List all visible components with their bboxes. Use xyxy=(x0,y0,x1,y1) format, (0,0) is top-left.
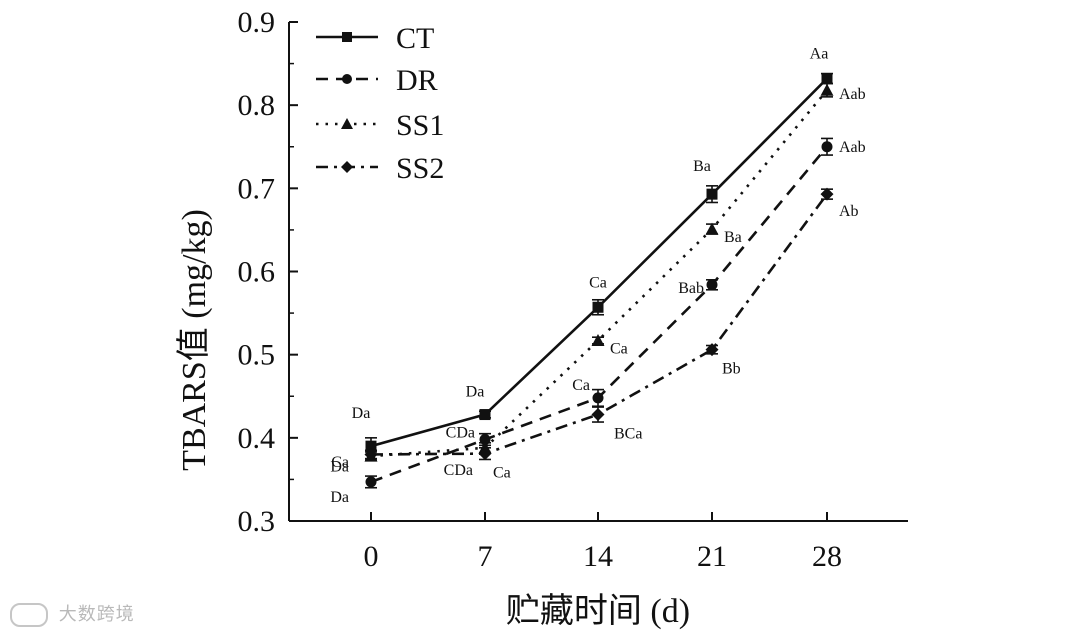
annotation-ss1: Ca xyxy=(331,454,349,471)
annotation-ss2: Da xyxy=(330,458,349,475)
annotation-dr: Aab xyxy=(839,139,866,156)
legend-label-ss2: SS2 xyxy=(396,152,444,185)
point-ss2 xyxy=(364,447,378,461)
point-dr xyxy=(821,141,833,153)
annotation-ss2: BCa xyxy=(614,426,642,443)
y-tick-label: 0.7 xyxy=(238,172,276,205)
annotation-ss1: Ba xyxy=(724,229,742,246)
x-tick-label: 28 xyxy=(812,540,842,573)
point-ss2 xyxy=(591,408,605,422)
x-tick-label: 7 xyxy=(478,540,493,573)
point-ss1 xyxy=(820,83,834,96)
point-ss1 xyxy=(705,222,719,235)
y-tick-label: 0.5 xyxy=(238,339,276,372)
point-ss2 xyxy=(820,187,834,201)
annotation-ct: Ca xyxy=(589,274,607,291)
x-tick-label: 21 xyxy=(697,540,727,573)
point-ct xyxy=(706,188,718,200)
watermark: 大数跨境 xyxy=(10,600,135,627)
annotation-dr: CDa xyxy=(446,424,475,441)
legend-marker-ct xyxy=(342,32,352,42)
x-tick-label: 0 xyxy=(364,540,379,573)
point-dr xyxy=(592,392,604,404)
watermark-text: 大数跨境 xyxy=(58,604,135,625)
y-tick-label: 0.6 xyxy=(238,256,276,289)
y-tick-label: 0.4 xyxy=(238,422,276,455)
annotation-ss2: Ca xyxy=(493,465,511,482)
annotation-ct: Da xyxy=(466,384,485,401)
annotation-ss1: Ca xyxy=(610,341,628,358)
axes: 0.3 0.4 0.5 0.6 0.7 0.8 0.9 0 7 14 21 28 xyxy=(238,6,908,573)
point-ss2 xyxy=(705,343,719,357)
point-ss1 xyxy=(591,334,605,347)
y-tick-label: 0.3 xyxy=(238,505,276,538)
annotation-dr: Da xyxy=(330,489,349,506)
y-tick-label: 0.8 xyxy=(238,89,276,122)
annotation-dr: Ca xyxy=(572,377,590,394)
annotation-ss1: Aab xyxy=(839,86,866,103)
annotation-ct: Da xyxy=(352,405,371,422)
point-ss2 xyxy=(478,447,492,461)
point-ct xyxy=(479,409,491,421)
legend-marker-dr xyxy=(342,74,352,84)
annotation-ct: Aa xyxy=(810,46,829,63)
series-group xyxy=(364,72,834,489)
legend-marker-ss2 xyxy=(341,161,353,173)
annotation-dr: Bab xyxy=(678,280,704,297)
x-axis-title: 贮藏时间 (d) xyxy=(506,592,690,630)
legend-label-dr: DR xyxy=(396,64,438,97)
legend: CT DR SS1 SS2 xyxy=(316,22,444,185)
y-axis-title: TBARS值 (mg/kg) xyxy=(175,209,213,471)
legend-label-ct: CT xyxy=(396,22,434,55)
point-ct xyxy=(821,73,833,85)
point-dr xyxy=(706,279,718,291)
legend-label-ss1: SS1 xyxy=(396,109,444,142)
point-ct xyxy=(592,301,604,313)
point-dr xyxy=(365,476,377,488)
y-tick-label: 0.9 xyxy=(238,6,276,39)
annotation-ct: Ba xyxy=(693,158,711,175)
logo-icon xyxy=(10,603,48,627)
annotation-ss2: Ab xyxy=(839,203,859,220)
legend-marker-ss1 xyxy=(341,118,353,129)
series-line-ss1 xyxy=(370,89,829,458)
annotation-ss1: CDa xyxy=(444,462,473,479)
annotation-ss2: Bb xyxy=(722,361,741,378)
x-tick-label: 14 xyxy=(583,540,613,573)
point-ct xyxy=(365,440,377,452)
